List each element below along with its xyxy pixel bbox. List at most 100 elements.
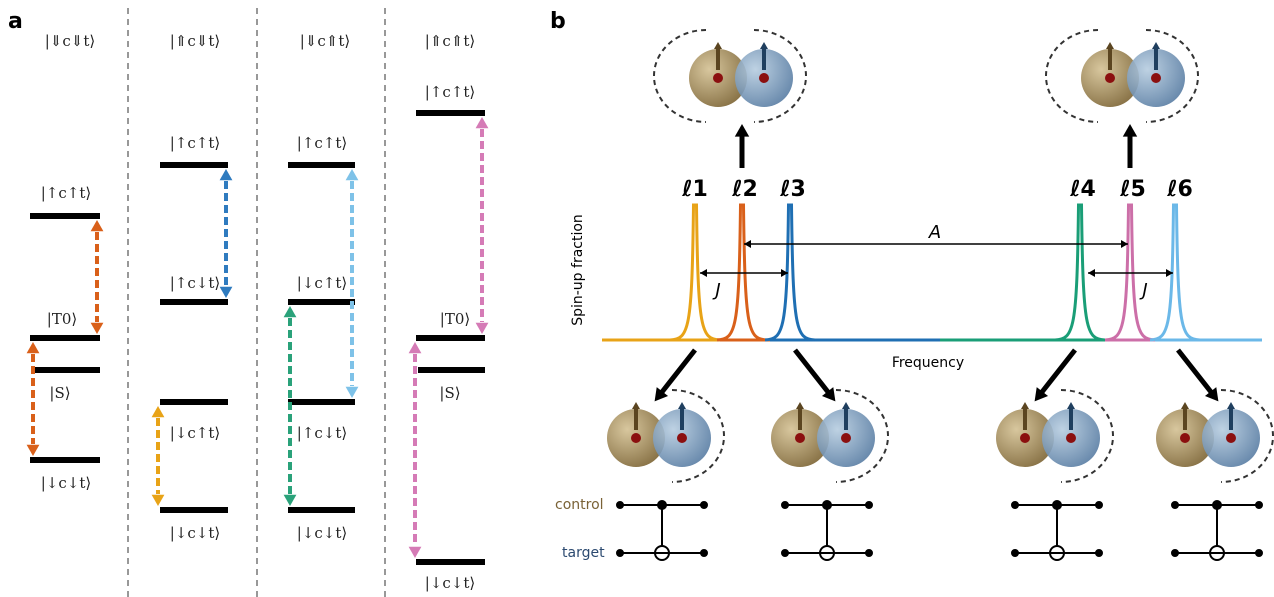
level-label: |↑c↓t⟩: [297, 424, 347, 442]
arrowhead: [27, 445, 40, 456]
nucleus: [795, 433, 805, 443]
nucleus: [713, 73, 723, 83]
panel-label: a: [8, 9, 23, 34]
level-label: |↓c↑t⟩: [297, 274, 347, 292]
arrowhead: [220, 169, 233, 180]
level-label: |↑c↑t⟩: [41, 184, 91, 202]
arrowhead: [1152, 42, 1160, 49]
arrowhead: [1106, 42, 1114, 49]
y-axis-label: Spin-up fraction: [570, 214, 586, 326]
control-dot: [1053, 501, 1061, 509]
level-label: |S⟩: [49, 384, 70, 402]
arrowhead: [409, 342, 422, 353]
wire-end: [782, 550, 788, 556]
arrowhead: [91, 323, 104, 334]
column-header: |⇑c⇑t⟩: [425, 32, 475, 50]
level-label: |T0⟩: [47, 310, 77, 328]
arrowhead: [796, 402, 804, 409]
target-label: target: [562, 545, 605, 561]
arrowhead: [1123, 124, 1137, 137]
peak-label: ℓ1: [681, 177, 708, 202]
cnot-circuits: [617, 501, 1262, 560]
arrowhead: [632, 402, 640, 409]
arrowhead: [1067, 402, 1075, 409]
arrowhead: [1088, 269, 1095, 277]
level-label: |↑c↑t⟩: [297, 134, 347, 152]
level-label: |↑c↑t⟩: [425, 83, 475, 101]
level-label: |↓c↓t⟩: [297, 524, 347, 542]
level-label: |T0⟩: [440, 310, 470, 328]
arrowhead: [476, 117, 489, 128]
arrow-shaft: [1042, 350, 1075, 392]
wire-end: [866, 502, 872, 508]
wire-end: [1012, 550, 1018, 556]
arrowhead: [1181, 402, 1189, 409]
arrowhead: [842, 402, 850, 409]
arrowhead: [700, 269, 707, 277]
arrowhead: [284, 495, 297, 506]
wire-end: [701, 550, 707, 556]
arrowhead: [152, 495, 165, 506]
control-dot: [1213, 501, 1221, 509]
column-header: |⇓c⇑t⟩: [300, 32, 350, 50]
nucleus: [631, 433, 641, 443]
nucleus: [1151, 73, 1161, 83]
nucleus: [759, 73, 769, 83]
level-label: |S⟩: [439, 384, 460, 402]
peak-label: ℓ5: [1119, 177, 1146, 202]
column-header: |⇓c⇓t⟩: [45, 32, 95, 50]
arrowhead: [476, 323, 489, 334]
peak-label: ℓ4: [1069, 177, 1096, 202]
wire-end: [782, 502, 788, 508]
column-header: |⇑c⇓t⟩: [170, 32, 220, 50]
level-label: |↓c↑t⟩: [170, 424, 220, 442]
wire-end: [617, 550, 623, 556]
nucleus: [1105, 73, 1115, 83]
wire-end: [617, 502, 623, 508]
arrowhead: [220, 287, 233, 298]
coupling-label: J: [712, 280, 720, 301]
arrowhead: [27, 342, 40, 353]
arrowhead: [760, 42, 768, 49]
level-label: |↓c↓t⟩: [425, 574, 475, 592]
x-axis-label: Frequency: [892, 355, 964, 371]
arrowhead: [284, 306, 297, 317]
level-label: |↑c↑t⟩: [170, 134, 220, 152]
arrowhead: [346, 387, 359, 398]
nucleus: [1066, 433, 1076, 443]
nucleus: [1020, 433, 1030, 443]
nucleus: [1226, 433, 1236, 443]
wire-end: [1096, 550, 1102, 556]
arrow-shaft: [1178, 350, 1211, 392]
wire-end: [1256, 502, 1262, 508]
wire-end: [1012, 502, 1018, 508]
arrowhead: [1021, 402, 1029, 409]
arrowhead: [346, 169, 359, 180]
arrowhead: [714, 42, 722, 49]
arrowhead: [735, 124, 749, 137]
control-dot: [658, 501, 666, 509]
level-label: |↓c↓t⟩: [170, 524, 220, 542]
arrowhead: [152, 406, 165, 417]
arrow-shaft: [662, 350, 695, 392]
wire-end: [1256, 550, 1262, 556]
arrowhead: [1227, 402, 1235, 409]
wire-end: [866, 550, 872, 556]
peak-label: ℓ3: [779, 177, 806, 202]
wire-end: [701, 502, 707, 508]
peak-label: ℓ2: [731, 177, 758, 202]
control-dot: [823, 501, 831, 509]
control-label: control: [555, 497, 604, 513]
coupling-label: A: [928, 222, 941, 243]
arrowhead: [91, 220, 104, 231]
level-label: |↑c↓t⟩: [170, 274, 220, 292]
nucleus: [1180, 433, 1190, 443]
nucleus: [677, 433, 687, 443]
wire-end: [1096, 502, 1102, 508]
level-label: |↓c↓t⟩: [41, 474, 91, 492]
peak-label: ℓ6: [1166, 177, 1193, 202]
wire-end: [1172, 502, 1178, 508]
nucleus: [841, 433, 851, 443]
panel-label: b: [550, 9, 566, 34]
arrowhead: [678, 402, 686, 409]
